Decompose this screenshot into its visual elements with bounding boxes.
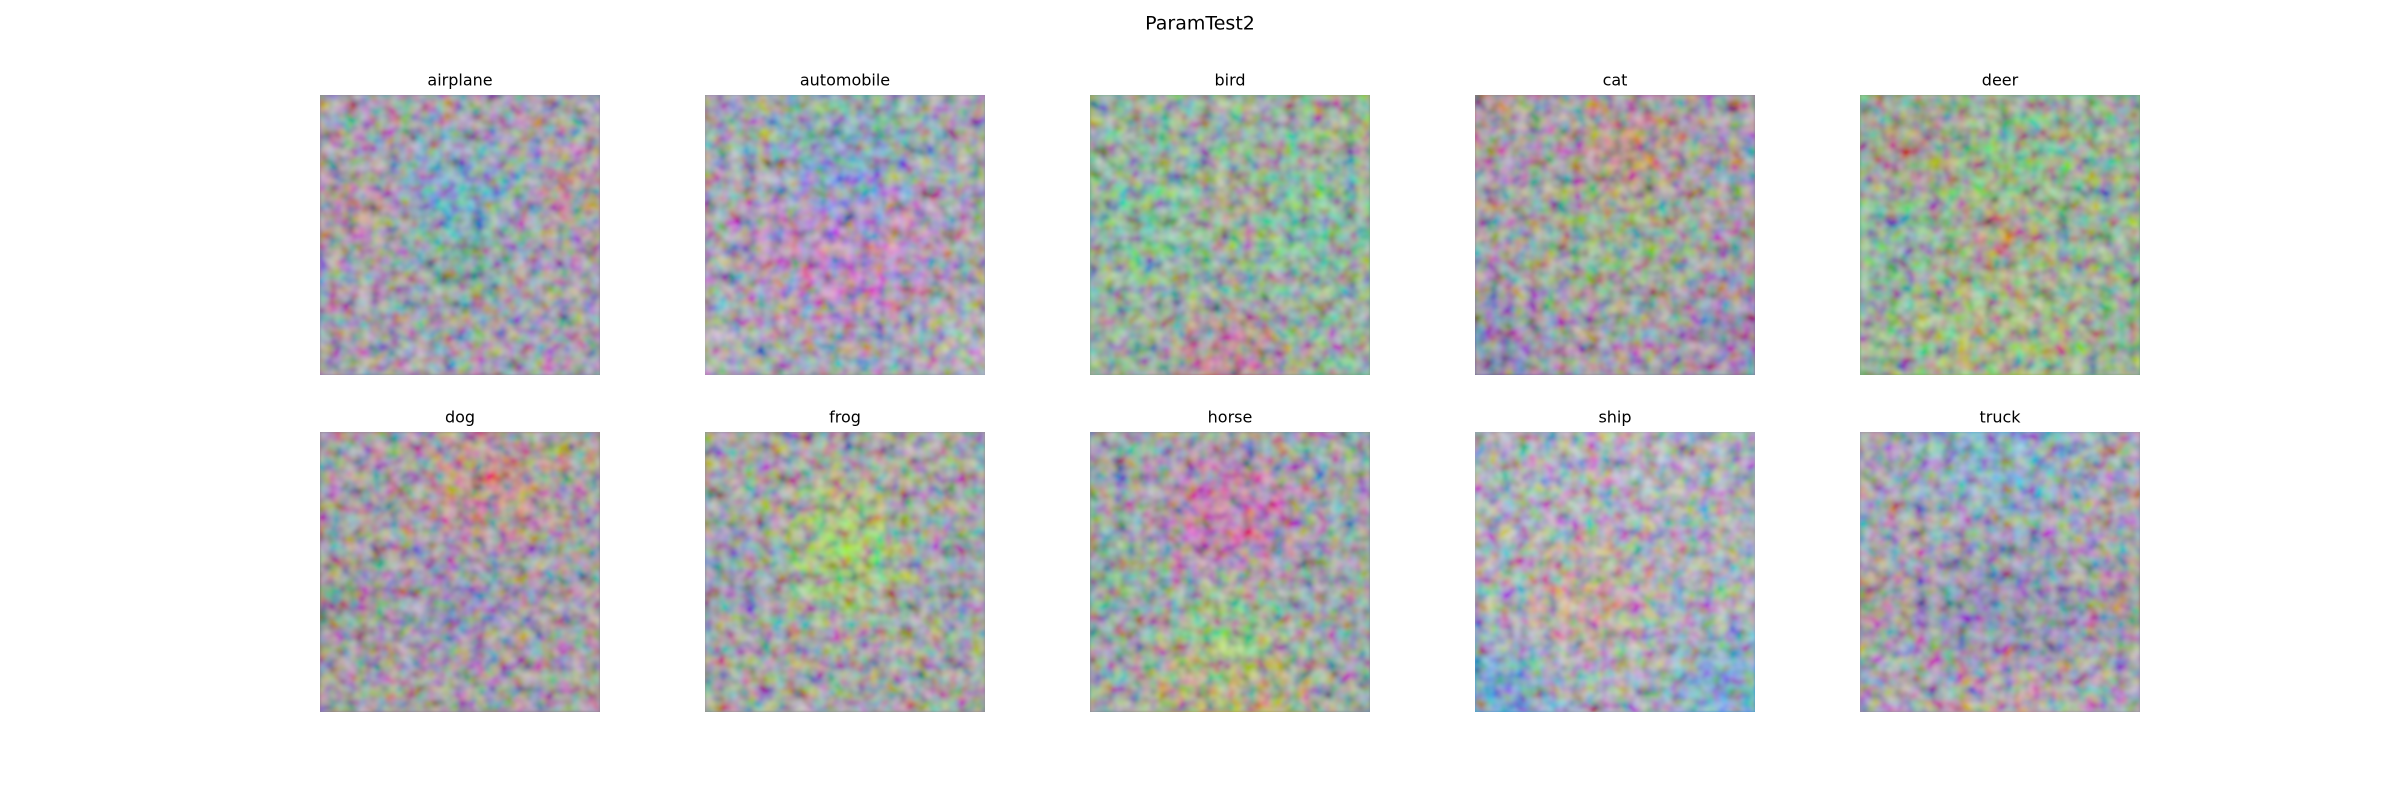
weight-image bbox=[1475, 95, 1755, 375]
panel-label: bird bbox=[1214, 71, 1245, 90]
weight-image bbox=[1860, 95, 2140, 375]
image-noise bbox=[1090, 432, 1370, 712]
panel-grid: airplane automobile bird cat deer dog frog hors… bbox=[320, 71, 2140, 712]
panel: dog bbox=[320, 408, 600, 712]
image-noise bbox=[705, 432, 985, 712]
panel: bird bbox=[1090, 71, 1370, 375]
weight-image bbox=[705, 95, 985, 375]
weight-image bbox=[705, 432, 985, 712]
panel-label: truck bbox=[1979, 408, 2021, 427]
image-noise bbox=[1860, 95, 2140, 375]
image-noise bbox=[1090, 95, 1370, 375]
panel: horse bbox=[1090, 408, 1370, 712]
panel: deer bbox=[1860, 71, 2140, 375]
panel: airplane bbox=[320, 71, 600, 375]
panel: cat bbox=[1475, 71, 1755, 375]
image-noise bbox=[320, 432, 600, 712]
panel-label: automobile bbox=[800, 71, 890, 90]
panel: truck bbox=[1860, 408, 2140, 712]
panel-label: horse bbox=[1208, 408, 1253, 427]
panel: ship bbox=[1475, 408, 1755, 712]
weight-image bbox=[320, 432, 600, 712]
panel-label: frog bbox=[829, 408, 861, 427]
image-noise bbox=[1475, 95, 1755, 375]
weight-image bbox=[1090, 432, 1370, 712]
panel-label: ship bbox=[1598, 408, 1631, 427]
weight-image bbox=[1475, 432, 1755, 712]
image-noise bbox=[320, 95, 600, 375]
image-noise bbox=[1475, 432, 1755, 712]
image-noise bbox=[705, 95, 985, 375]
weight-image bbox=[1090, 95, 1370, 375]
weight-image bbox=[320, 95, 600, 375]
weight-image bbox=[1860, 432, 2140, 712]
panel-label: deer bbox=[1982, 71, 2019, 90]
panel: frog bbox=[705, 408, 985, 712]
panel-label: airplane bbox=[427, 71, 492, 90]
panel: automobile bbox=[705, 71, 985, 375]
panel-label: dog bbox=[445, 408, 475, 427]
figure-title: ParamTest2 bbox=[1145, 13, 1255, 35]
image-noise bbox=[1860, 432, 2140, 712]
panel-label: cat bbox=[1603, 71, 1628, 90]
